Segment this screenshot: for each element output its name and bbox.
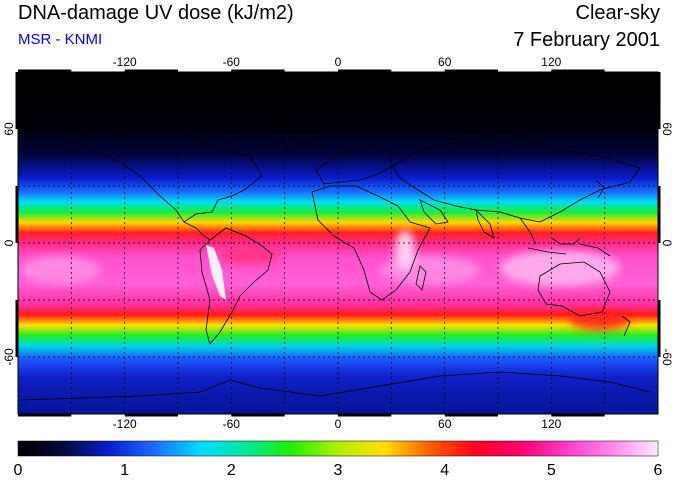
lon-tick-top-3: 0 xyxy=(335,55,342,69)
colorbar-tick-2: 2 xyxy=(227,462,236,479)
lat-tick-right-2: 0 xyxy=(660,240,674,247)
colorbar-tick-5: 5 xyxy=(547,462,556,479)
colorbar-tick-6: 6 xyxy=(654,462,663,479)
graticule xyxy=(18,72,658,414)
page-title: DNA-damage UV dose (kJ/m2) xyxy=(18,2,294,24)
lon-tick-bottom-4: 60 xyxy=(438,417,452,431)
lon-tick-top-4: 60 xyxy=(438,55,452,69)
date-label: 7 February 2001 xyxy=(513,29,660,51)
colorbar-tick-0: 0 xyxy=(14,462,23,479)
lat-tick-left-1: 60 xyxy=(2,122,16,136)
coastlines xyxy=(21,111,651,401)
lon-tick-bottom-2: -60 xyxy=(223,417,241,431)
lat-tick-left-3: -60 xyxy=(2,348,16,366)
colorbar-labels: 0 1 2 3 4 5 6 xyxy=(14,462,663,479)
lon-tick-bottom-1: -120 xyxy=(113,417,137,431)
colorbar-tick-4: 4 xyxy=(440,462,449,479)
lon-tick-top-5: 120 xyxy=(541,55,561,69)
frame-bars xyxy=(15,69,661,417)
source-label: MSR - KNMI xyxy=(18,31,103,48)
sky-condition-label: Clear-sky xyxy=(575,2,660,24)
lat-tick-right-1: 60 xyxy=(660,122,674,136)
lat-tick-right-3: -60 xyxy=(660,348,674,366)
colorbar xyxy=(17,440,659,457)
colorbar-tick-3: 3 xyxy=(334,462,343,479)
lon-tick-top-1: -120 xyxy=(113,55,137,69)
lat-tick-left-2: 0 xyxy=(2,239,16,246)
lon-tick-bottom-5: 120 xyxy=(541,417,561,431)
colorbar-tick-1: 1 xyxy=(120,462,129,479)
lon-tick-bottom-3: 0 xyxy=(335,417,342,431)
lon-tick-top-2: -60 xyxy=(223,55,241,69)
